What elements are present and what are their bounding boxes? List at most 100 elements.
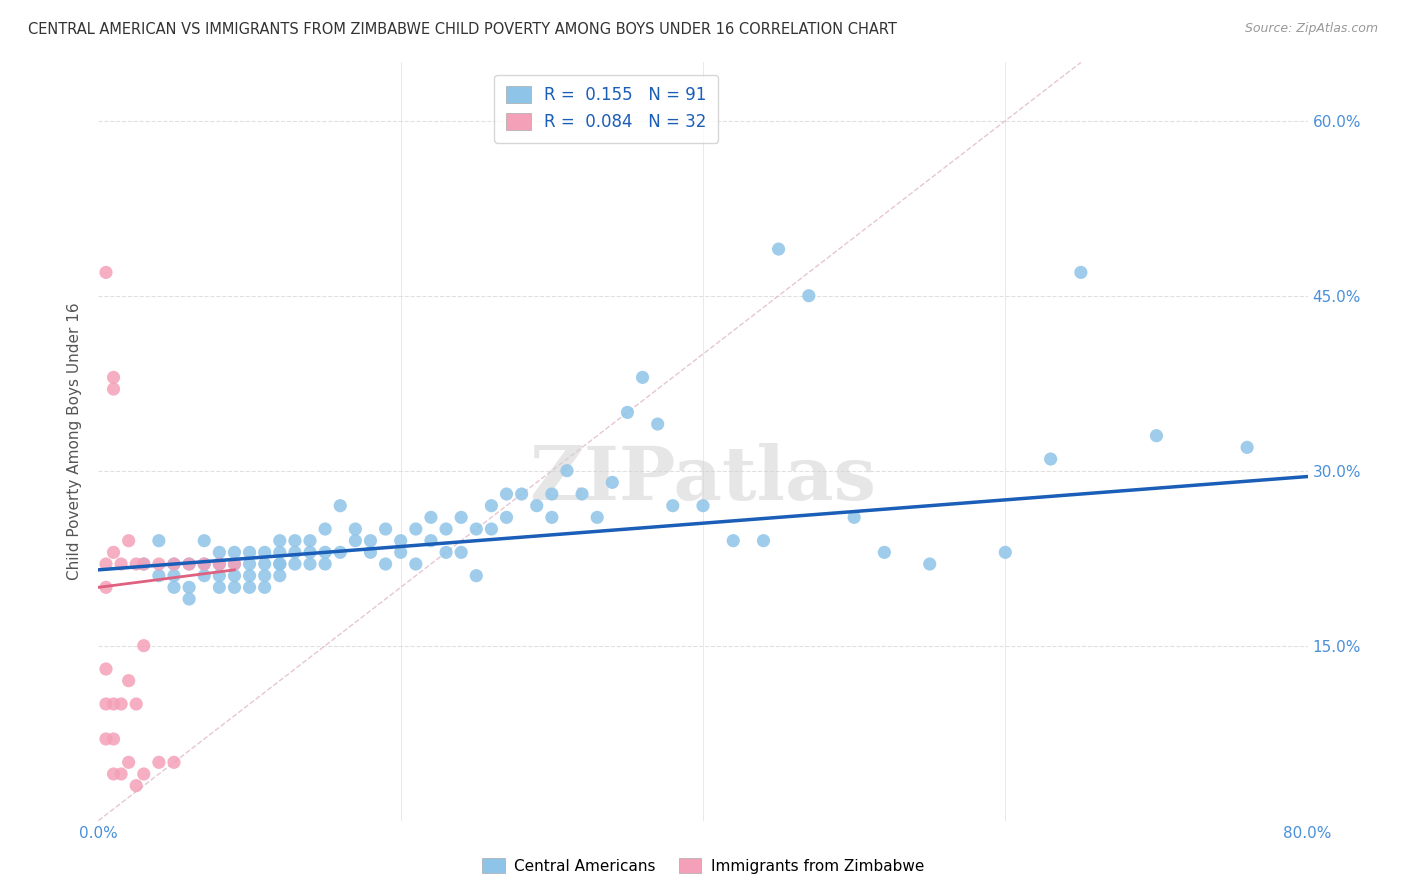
Point [94, 662, 117, 676]
Point [110, 767, 132, 781]
Point [132, 767, 155, 781]
Point [692, 499, 714, 513]
Point [132, 557, 155, 571]
Point [103, 697, 125, 711]
Point [179, 557, 201, 571]
Point [752, 533, 775, 548]
Point [299, 533, 322, 548]
Point [647, 417, 669, 431]
Point [94, 697, 117, 711]
Point [179, 580, 201, 594]
Point [118, 673, 141, 688]
Point [103, 767, 125, 781]
Point [723, 533, 745, 548]
Point [374, 522, 396, 536]
Point [163, 756, 186, 770]
Point [193, 557, 215, 571]
Point [465, 522, 488, 536]
Point [148, 533, 170, 548]
Point [208, 557, 231, 571]
Point [125, 557, 148, 571]
Point [420, 510, 443, 524]
Point [481, 499, 503, 513]
Point [434, 545, 457, 559]
Point [495, 510, 517, 524]
Point [360, 545, 382, 559]
Point [94, 731, 117, 746]
Point [844, 510, 866, 524]
Point [110, 697, 132, 711]
Point [163, 557, 186, 571]
Point [1039, 452, 1062, 467]
Point [163, 557, 186, 571]
Point [918, 557, 941, 571]
Point [405, 557, 427, 571]
Point [132, 639, 155, 653]
Point [193, 557, 215, 571]
Point [132, 557, 155, 571]
Point [299, 545, 322, 559]
Point [163, 568, 186, 582]
Point [360, 533, 382, 548]
Point [540, 487, 562, 501]
Point [389, 545, 412, 559]
Point [405, 522, 427, 536]
Point [224, 568, 246, 582]
Point [329, 499, 352, 513]
Point [253, 545, 276, 559]
Point [555, 464, 578, 478]
Point [420, 533, 443, 548]
Point [148, 756, 170, 770]
Point [103, 370, 125, 384]
Point [434, 522, 457, 536]
Point [495, 487, 517, 501]
Point [179, 557, 201, 571]
Point [314, 522, 336, 536]
Point [284, 545, 307, 559]
Point [526, 499, 548, 513]
Point [465, 568, 488, 582]
Point [314, 545, 336, 559]
Point [299, 557, 322, 571]
Point [661, 499, 683, 513]
Point [344, 533, 367, 548]
Point [269, 545, 291, 559]
Point [224, 545, 246, 559]
Point [616, 405, 638, 419]
Point [163, 580, 186, 594]
Text: Source: ZipAtlas.com: Source: ZipAtlas.com [1244, 22, 1378, 36]
Point [344, 522, 367, 536]
Point [239, 545, 262, 559]
Point [873, 545, 896, 559]
Point [602, 475, 624, 490]
Point [224, 580, 246, 594]
Point [253, 557, 276, 571]
Point [239, 557, 262, 571]
Point [94, 580, 117, 594]
Point [1144, 428, 1167, 442]
Point [540, 510, 562, 524]
Point [110, 557, 132, 571]
Point [125, 779, 148, 793]
Point [208, 568, 231, 582]
Point [374, 557, 396, 571]
Point [389, 533, 412, 548]
Point [284, 557, 307, 571]
Legend: R =  0.155   N = 91, R =  0.084   N = 32: R = 0.155 N = 91, R = 0.084 N = 32 [495, 75, 718, 143]
Point [94, 557, 117, 571]
Point [284, 533, 307, 548]
Point [797, 289, 820, 303]
Legend: Central Americans, Immigrants from Zimbabwe: Central Americans, Immigrants from Zimba… [475, 852, 931, 880]
Point [148, 568, 170, 582]
Point [269, 568, 291, 582]
Point [510, 487, 533, 501]
Point [125, 697, 148, 711]
Point [1236, 441, 1258, 455]
Point [224, 557, 246, 571]
Point [179, 592, 201, 607]
Point [571, 487, 593, 501]
Point [148, 557, 170, 571]
Point [253, 568, 276, 582]
Point [94, 265, 117, 279]
Point [224, 557, 246, 571]
